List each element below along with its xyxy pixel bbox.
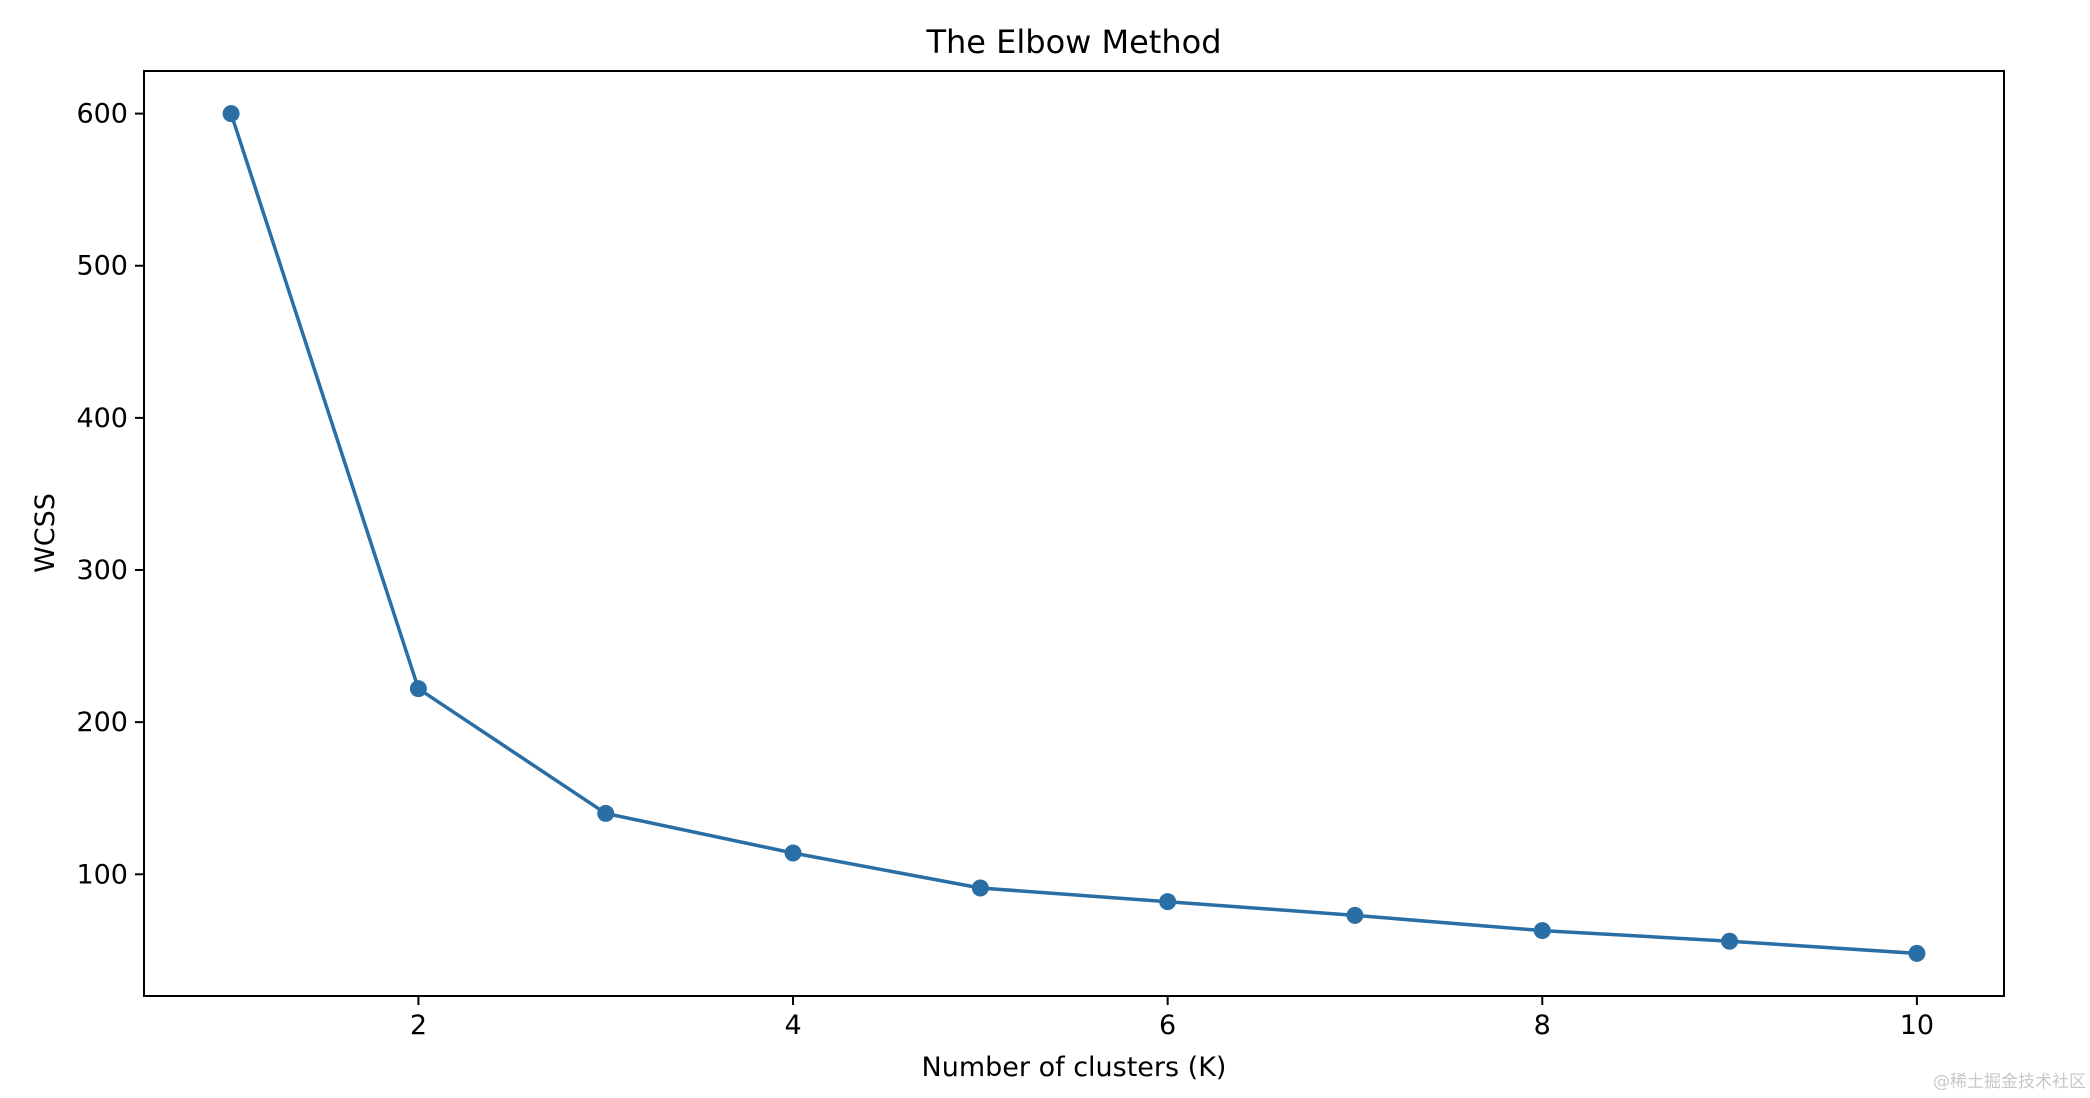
x-tick-label: 8: [1534, 1010, 1551, 1041]
watermark-text: @稀土掘金技术社区: [1933, 1072, 2086, 1092]
y-tick-label: 500: [76, 251, 128, 282]
plot-frame: [143, 70, 2005, 997]
y-tick-label: 400: [76, 403, 128, 434]
data-point: [784, 844, 802, 862]
x-tick-label: 6: [1159, 1010, 1176, 1041]
data-point: [597, 804, 615, 822]
data-point: [1533, 922, 1551, 940]
y-tick-label: 600: [76, 99, 128, 130]
data-point: [409, 680, 427, 698]
x-tick-label: 2: [410, 1010, 427, 1041]
y-axis-label: WCSS: [30, 493, 61, 573]
y-axis-ticks: 100 200 300 400 500 600: [76, 99, 144, 890]
x-axis-ticks: 2 4 6 8 10: [410, 996, 1934, 1041]
y-tick-label: 200: [76, 707, 128, 738]
x-axis-label: Number of clusters (K): [922, 1052, 1227, 1083]
data-point: [971, 879, 989, 897]
data-point: [222, 105, 240, 123]
data-point: [1346, 906, 1364, 924]
data-point: [1159, 893, 1177, 911]
y-tick-label: 100: [76, 859, 128, 890]
series-layer: [222, 105, 1926, 962]
y-tick-label: 300: [76, 555, 128, 586]
data-point: [1908, 944, 1926, 962]
x-tick-label: 4: [784, 1010, 801, 1041]
chart-title: The Elbow Method: [925, 23, 1221, 61]
data-point: [1721, 932, 1739, 950]
x-tick-label: 10: [1900, 1010, 1934, 1041]
series-line: [229, 113, 1918, 956]
